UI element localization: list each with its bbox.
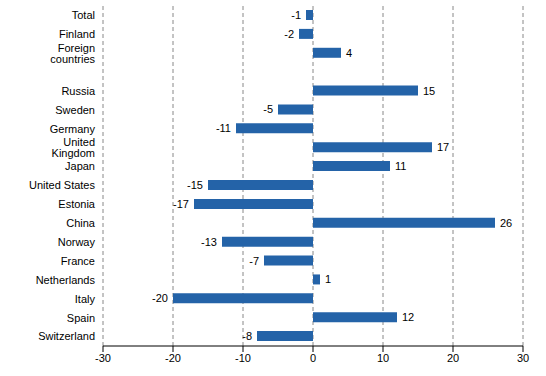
svg-text:-8: -8: [242, 330, 252, 342]
svg-text:26: 26: [500, 217, 512, 229]
svg-text:Germany: Germany: [50, 123, 96, 135]
svg-text:Total: Total: [72, 9, 95, 21]
svg-text:Finland: Finland: [59, 28, 95, 40]
svg-text:-17: -17: [173, 198, 189, 210]
svg-text:15: 15: [423, 85, 435, 97]
svg-text:4: 4: [346, 47, 352, 59]
svg-text:20: 20: [447, 352, 459, 364]
svg-text:-1: -1: [291, 9, 301, 21]
svg-text:-5: -5: [263, 103, 273, 115]
svg-text:1: 1: [325, 273, 331, 285]
svg-text:12: 12: [402, 311, 414, 323]
svg-text:United States: United States: [29, 179, 96, 191]
svg-text:-2: -2: [284, 28, 294, 40]
svg-text:-20: -20: [165, 352, 181, 364]
svg-text:17: 17: [437, 141, 449, 153]
svg-text:0: 0: [310, 352, 316, 364]
svg-text:Estonia: Estonia: [58, 198, 96, 210]
svg-text:Italy: Italy: [75, 293, 96, 305]
svg-text:-20: -20: [152, 292, 168, 304]
svg-text:Russia: Russia: [61, 85, 96, 97]
svg-text:China: China: [66, 217, 96, 229]
svg-text:11: 11: [395, 160, 406, 172]
svg-text:Switzerland: Switzerland: [38, 330, 95, 342]
svg-text:Sweden: Sweden: [55, 104, 95, 116]
svg-text:-11: -11: [216, 122, 231, 134]
svg-text:Netherlands: Netherlands: [36, 274, 96, 286]
svg-text:-15: -15: [187, 179, 203, 191]
svg-text:Foreigncountries: Foreigncountries: [50, 42, 95, 65]
svg-text:10: 10: [377, 352, 389, 364]
svg-text:-7: -7: [249, 255, 259, 267]
svg-text:-10: -10: [235, 352, 251, 364]
svg-text:France: France: [61, 255, 95, 267]
svg-text:-30: -30: [95, 352, 111, 364]
svg-text:30: 30: [517, 352, 529, 364]
svg-text:Spain: Spain: [67, 312, 95, 324]
svg-text:Norway: Norway: [58, 236, 96, 248]
svg-text:-13: -13: [201, 236, 217, 248]
svg-text:Japan: Japan: [65, 160, 95, 172]
svg-text:UnitedKingdom: UnitedKingdom: [52, 136, 95, 159]
